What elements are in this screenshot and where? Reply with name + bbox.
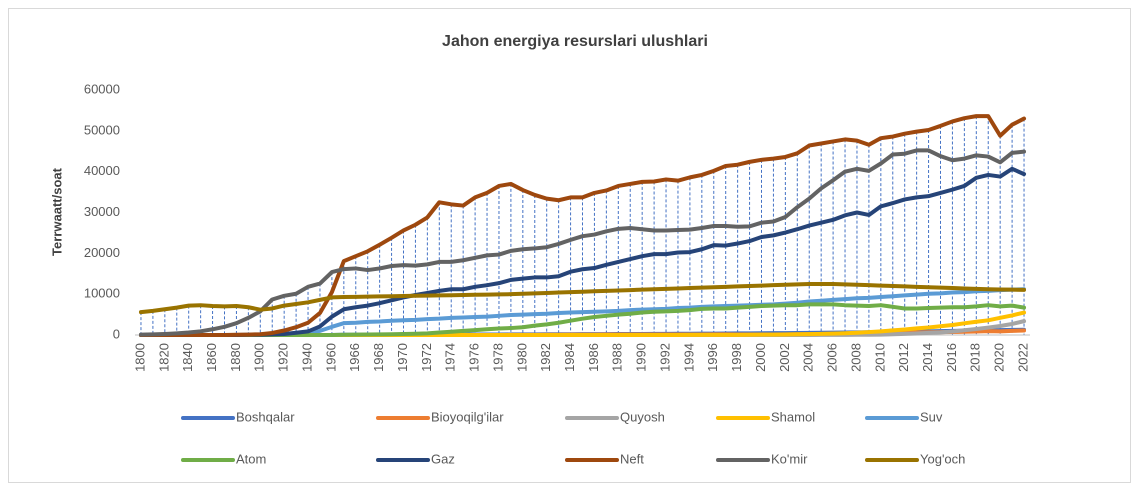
y-tick-label: 0 — [113, 326, 120, 341]
x-tick-label: 1968 — [371, 343, 386, 372]
legend-label: Shamol — [771, 409, 815, 424]
x-tick-label: 2014 — [920, 343, 935, 372]
x-tick-label: 1840 — [180, 343, 195, 372]
x-tick-label: 2016 — [944, 343, 959, 372]
y-tick-label: 10000 — [84, 286, 120, 301]
x-tick-label: 1820 — [156, 343, 171, 372]
x-tick-label: 1988 — [610, 343, 625, 372]
x-tick-label: 1860 — [204, 343, 219, 372]
x-tick-label: 1800 — [132, 343, 147, 372]
x-tick-label: 2004 — [801, 343, 816, 372]
chart-border — [8, 8, 1131, 483]
x-tick-label: 1966 — [347, 343, 362, 372]
x-tick-label: 2018 — [968, 343, 983, 372]
x-tick-label: 1900 — [252, 343, 267, 372]
x-tick-label: 1994 — [681, 343, 696, 372]
y-tick-label: 20000 — [84, 245, 120, 260]
x-tick-label: 1880 — [228, 343, 243, 372]
series-line — [138, 114, 1027, 337]
legend-label: Yog'och — [920, 451, 965, 466]
legend-label: Bioyoqilg'ilar — [431, 409, 504, 424]
x-tick-label: 2012 — [896, 343, 911, 372]
y-tick-label: 50000 — [84, 122, 120, 137]
y-tick-label: 40000 — [84, 163, 120, 178]
x-tick-label: 1998 — [729, 343, 744, 372]
x-tick-label: 2010 — [872, 343, 887, 372]
x-tick-label: 1978 — [490, 343, 505, 372]
x-tick-label: 1974 — [443, 343, 458, 372]
x-tick-label: 2022 — [1015, 343, 1030, 372]
legend-label: Atom — [236, 451, 266, 466]
x-tick-label: 1996 — [705, 343, 720, 372]
legend-label: Suv — [920, 409, 943, 424]
legend-label: Gaz — [431, 451, 455, 466]
x-tick-label: 1972 — [419, 343, 434, 372]
x-tick-label: 1992 — [657, 343, 672, 372]
legend-label: Quyosh — [620, 409, 665, 424]
x-tick-label: 1940 — [299, 343, 314, 372]
x-tick-label: 1976 — [467, 343, 482, 372]
x-tick-label: 2006 — [825, 343, 840, 372]
x-tick-label: 1982 — [538, 343, 553, 372]
series-line — [138, 148, 1027, 337]
x-tick-label: 1980 — [514, 343, 529, 372]
legend-label: Neft — [620, 451, 644, 466]
legend-label: Ko'mir — [771, 451, 808, 466]
x-tick-label: 1920 — [276, 343, 291, 372]
x-tick-label: 1986 — [586, 343, 601, 372]
x-tick-label: 1960 — [323, 343, 338, 372]
x-tick-label: 2020 — [992, 343, 1007, 372]
x-tick-label: 2002 — [777, 343, 792, 372]
legend-label: Boshqalar — [236, 409, 295, 424]
x-tick-label: 2000 — [753, 343, 768, 372]
y-tick-label: 60000 — [84, 81, 120, 96]
chart-title: Jahon energiya resurslari ulushlari — [442, 33, 708, 50]
x-tick-label: 1970 — [395, 343, 410, 372]
x-tick-label: 1984 — [562, 343, 577, 372]
x-tick-label: 2008 — [848, 343, 863, 372]
x-tick-label: 1990 — [634, 343, 649, 372]
y-tick-label: 30000 — [84, 204, 120, 219]
series-line — [138, 166, 1027, 337]
series-line — [138, 281, 1027, 315]
y-axis-label: Terrwaatt/soat — [49, 167, 64, 256]
